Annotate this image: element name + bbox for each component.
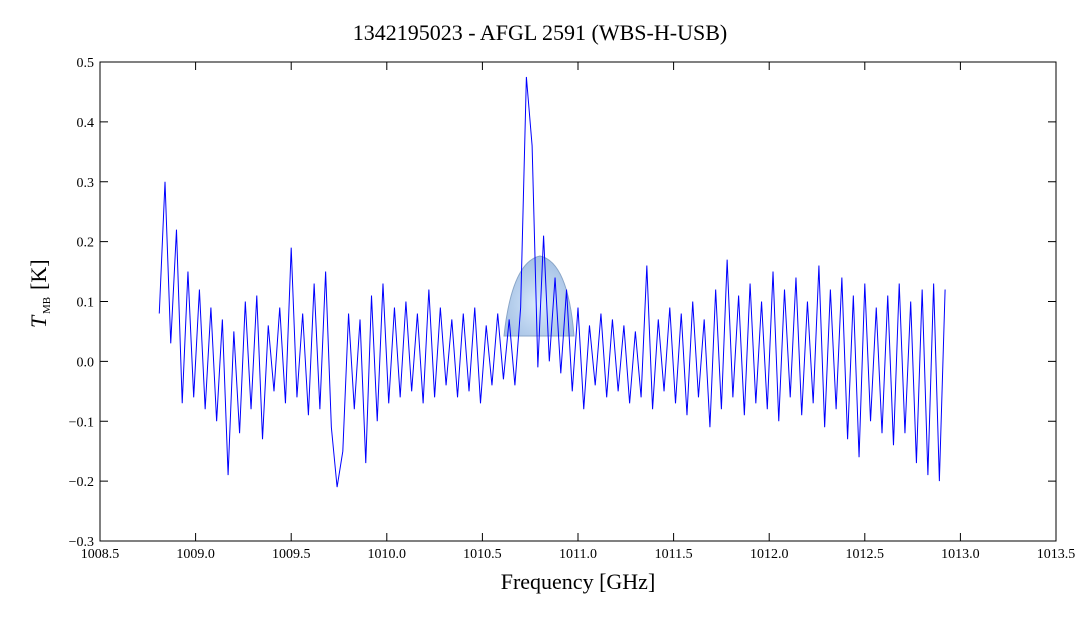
x-tick-label: 1011.0 bbox=[559, 547, 597, 562]
x-tick-label: 1012.5 bbox=[846, 547, 885, 562]
y-tick-label: 0.1 bbox=[77, 296, 95, 311]
y-tick-label: 0.4 bbox=[77, 116, 95, 131]
chart-title: 1342195023 - AFGL 2591 (WBS-H-USB) bbox=[353, 20, 727, 45]
y-tick-label: −0.1 bbox=[69, 415, 94, 430]
y-tick-label: 0.5 bbox=[77, 56, 95, 71]
x-tick-label: 1011.5 bbox=[655, 547, 693, 562]
y-axis-label: T MB [K] bbox=[26, 259, 53, 328]
y-tick-label: 0.2 bbox=[77, 236, 95, 251]
x-tick-label: 1008.5 bbox=[81, 547, 120, 562]
x-tick-label: 1010.5 bbox=[463, 547, 502, 562]
line-shape-icon bbox=[503, 255, 575, 337]
y-tick-label: −0.3 bbox=[69, 535, 94, 550]
y-tick-label: 0.0 bbox=[77, 355, 95, 370]
y-label-subscript: MB bbox=[41, 297, 53, 314]
plot-frame bbox=[99, 61, 1057, 542]
y-label-symbol: T bbox=[26, 314, 51, 328]
y-tick-label: −0.2 bbox=[69, 475, 94, 490]
x-axis-label: Frequency [GHz] bbox=[501, 569, 656, 594]
y-label-unit: [K] bbox=[26, 259, 51, 290]
x-tick-label: 1012.0 bbox=[750, 547, 789, 562]
x-tick-label: 1010.0 bbox=[368, 547, 407, 562]
x-tick-label: 1009.0 bbox=[176, 547, 215, 562]
x-tick-label: 1013.0 bbox=[941, 547, 980, 562]
x-tick-label: 1009.5 bbox=[272, 547, 311, 562]
x-tick-label: 1013.5 bbox=[1037, 547, 1076, 562]
y-tick-label: 0.3 bbox=[77, 176, 95, 191]
spectrum-line bbox=[158, 76, 946, 488]
